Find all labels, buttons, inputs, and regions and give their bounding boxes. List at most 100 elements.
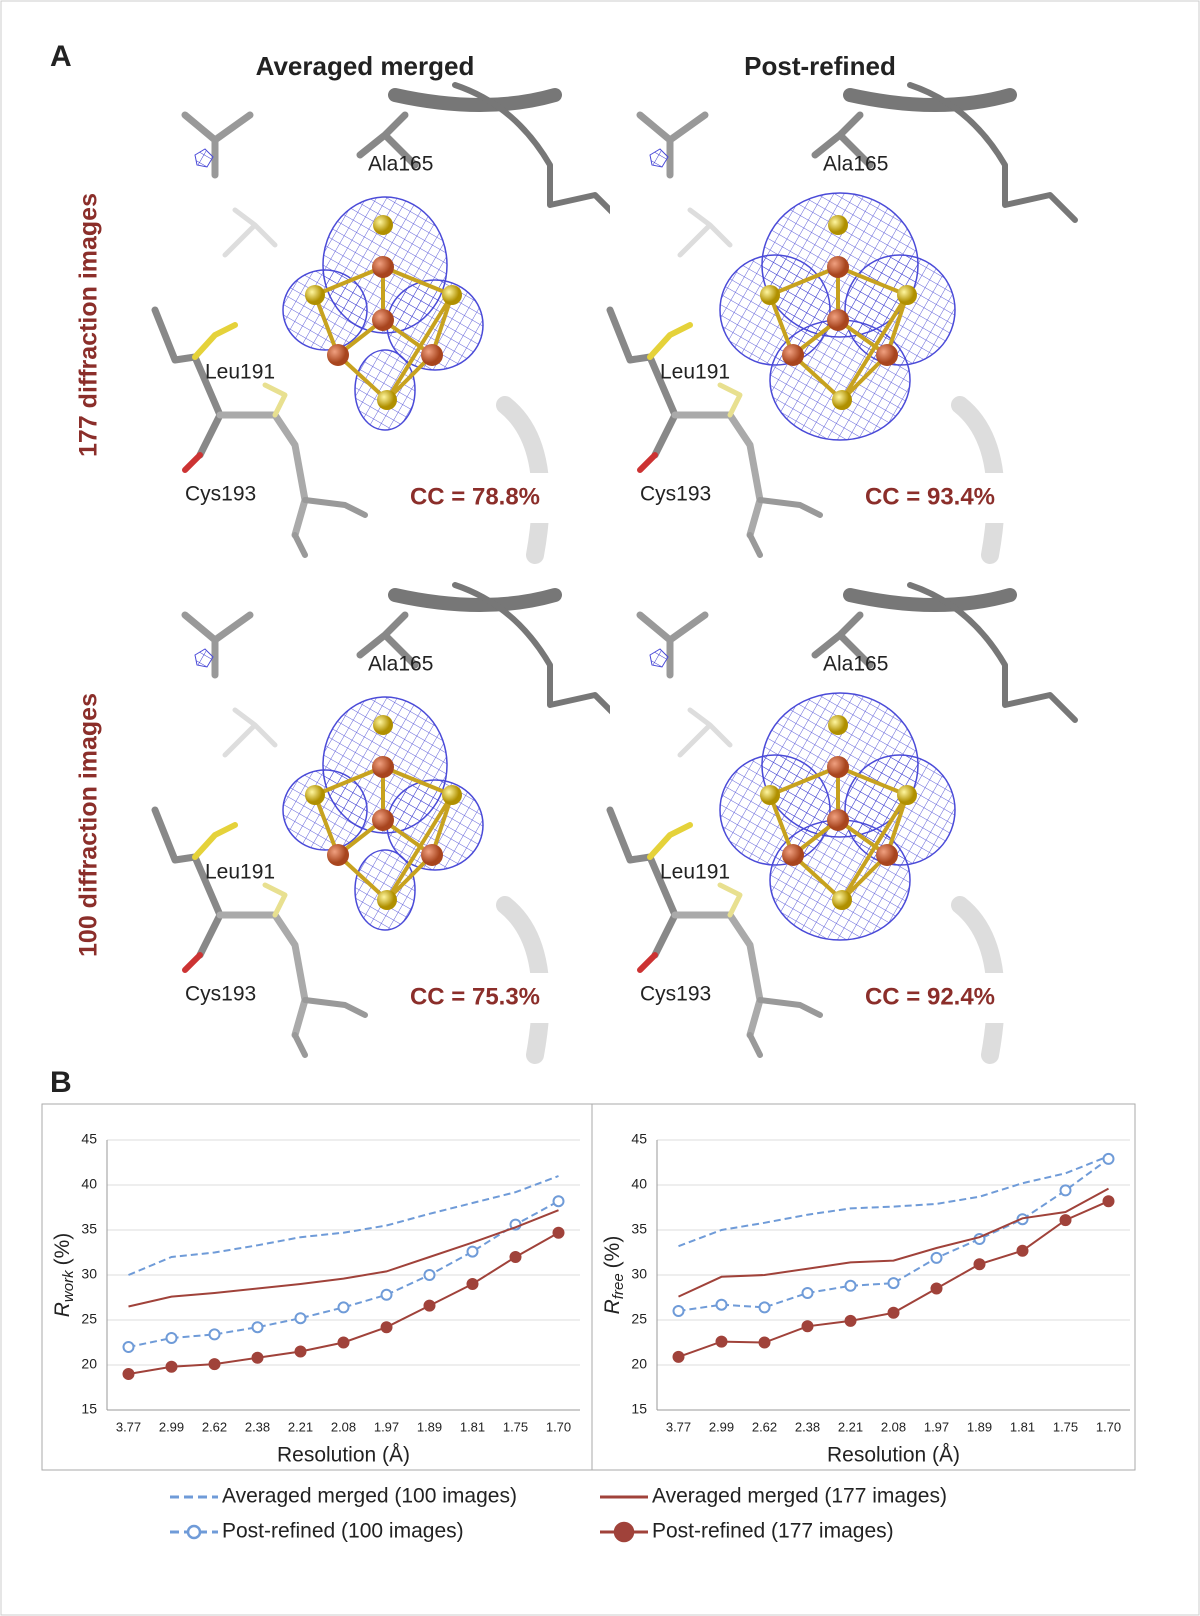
y-title-symbol: R (601, 1299, 624, 1314)
iron-atom (372, 756, 394, 778)
series-marker (165, 1360, 178, 1373)
series-marker (122, 1341, 135, 1353)
row-label: 100 diffraction images (75, 693, 103, 957)
density-mesh (282, 269, 368, 351)
series-marker (801, 1287, 814, 1299)
cc-label: CC = 92.4% (865, 983, 995, 1010)
cc-box (395, 473, 630, 523)
structure-image: Ala165 Leu191 Cys193 CC = 78.8% (151, 82, 640, 564)
series-marker (165, 1332, 178, 1344)
residue-label: Ala165 (823, 653, 888, 676)
structure-image: Ala165 Leu191 Cys193 CC = 93.4% (606, 82, 1095, 564)
x-tick-label: 1.70 (546, 1419, 571, 1434)
x-tick-label: 1.89 (417, 1419, 442, 1434)
series-marker (122, 1368, 135, 1380)
y-tick-label: 20 (81, 1356, 97, 1372)
stick (717, 882, 743, 918)
series-marker (251, 1321, 264, 1334)
sulfur-atom (760, 285, 780, 305)
density-mesh (769, 319, 911, 441)
stick (222, 707, 278, 758)
y-axis-title: Rwork (%) (51, 1233, 77, 1318)
stick (747, 497, 823, 558)
series-marker (1059, 1184, 1072, 1197)
series-marker (1102, 1195, 1115, 1208)
row-label: 177 diffraction images (75, 193, 103, 457)
y-tick-label: 45 (81, 1131, 97, 1147)
series-marker (758, 1301, 771, 1314)
stick (356, 611, 419, 669)
x-tick-label: 2.21 (288, 1419, 313, 1434)
stick (636, 111, 709, 179)
density-mesh (354, 349, 416, 431)
series-marker (887, 1306, 900, 1319)
x-axis-title: Resolution (Å) (827, 1444, 960, 1467)
stick (192, 822, 238, 860)
column-header: Post-refined (744, 51, 896, 81)
sulfur-atom (305, 285, 325, 305)
y-title-unit: (%) (51, 1233, 74, 1266)
series-marker (208, 1358, 221, 1371)
x-tick-label: 2.99 (159, 1419, 184, 1434)
x-tick-label: 1.75 (503, 1419, 528, 1434)
iron-atom (372, 309, 394, 331)
iron-atom (372, 809, 394, 831)
y-title-symbol: R (51, 1302, 74, 1317)
y-tick-label: 25 (81, 1311, 97, 1327)
y-title-unit: (%) (601, 1236, 624, 1269)
structure-image: Ala165 Leu191 Cys193 CC = 75.3% (151, 582, 640, 1064)
stick (671, 411, 764, 539)
x-tick-label: 1.97 (924, 1419, 949, 1434)
series-marker (715, 1298, 728, 1311)
series-marker (930, 1282, 943, 1295)
legend-label: Post-refined (100 images) (222, 1520, 464, 1543)
x-tick-label: 2.62 (202, 1419, 227, 1434)
legend-marker (613, 1521, 635, 1543)
stick (951, 896, 1005, 1064)
sulfur-atom (897, 785, 917, 805)
series-line (678, 1187, 1109, 1298)
stick (843, 88, 1017, 112)
x-tick-label: 2.38 (245, 1419, 270, 1434)
iron-atom (827, 809, 849, 831)
y-axis-title: Rfree (%) (601, 1236, 627, 1315)
series-marker (1059, 1214, 1072, 1227)
stick (637, 952, 658, 973)
series-marker (509, 1251, 522, 1263)
stick (222, 207, 278, 258)
sulfur-atom (377, 390, 397, 410)
stick (452, 82, 623, 223)
legend-label: Post-refined (177 images) (652, 1520, 894, 1543)
residue-label: Cys193 (640, 983, 711, 1006)
density-mesh (769, 819, 911, 941)
iron-atom (876, 344, 898, 366)
y-tick-label: 35 (631, 1221, 647, 1237)
series-marker (715, 1335, 728, 1348)
iron-atom (876, 844, 898, 866)
sulfur-atom (305, 785, 325, 805)
x-tick-label: 1.70 (1096, 1419, 1121, 1434)
cc-label: CC = 78.8% (410, 483, 540, 510)
series-marker (1102, 1152, 1115, 1165)
series-marker (423, 1299, 436, 1312)
stick (677, 707, 733, 758)
x-tick-label: 1.81 (460, 1419, 485, 1434)
stick (388, 88, 562, 112)
stick (292, 997, 368, 1058)
series-line (128, 1175, 559, 1276)
stick (182, 452, 203, 473)
series-marker (552, 1226, 565, 1239)
residue-label: Leu191 (205, 361, 275, 384)
residue-label: Cys193 (185, 983, 256, 1006)
stick (192, 322, 238, 360)
series-marker (466, 1245, 479, 1258)
sulfur-atom (442, 285, 462, 305)
stick (843, 588, 1017, 612)
sulfur-atom (897, 285, 917, 305)
residue-label: Leu191 (660, 861, 730, 884)
stick (216, 411, 309, 539)
x-tick-label: 2.21 (838, 1419, 863, 1434)
legend-marker (186, 1524, 202, 1540)
